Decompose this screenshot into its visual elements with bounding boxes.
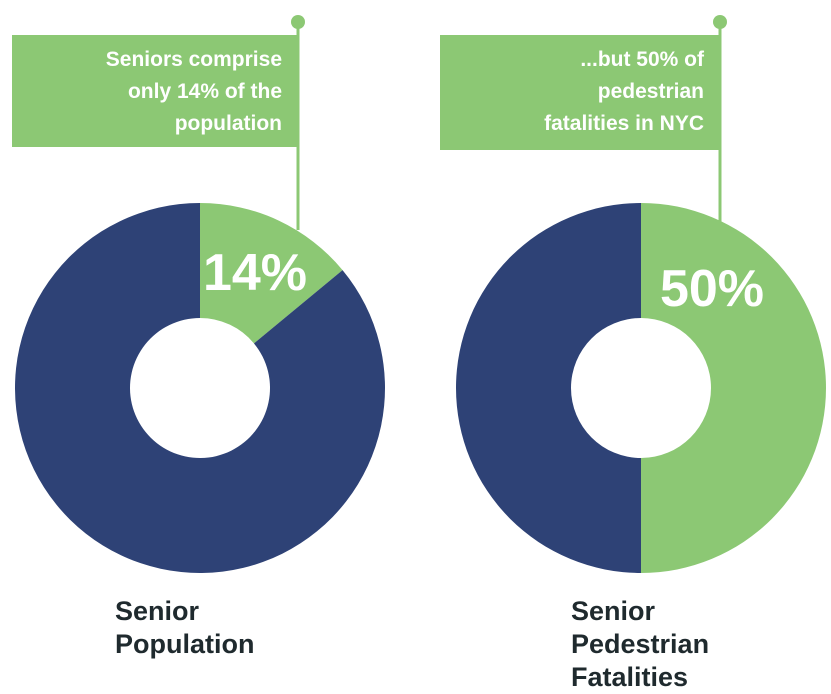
callout-flag: ...but 50% of pedestrian fatalities in N… <box>440 15 727 232</box>
chart-caption: Senior <box>571 596 656 626</box>
callout-line: population <box>175 112 282 135</box>
chart-caption: Pedestrian <box>571 629 709 659</box>
chart-caption: Fatalities <box>571 662 688 692</box>
callout-line: ...but 50% of <box>580 48 705 71</box>
chart-caption: Population <box>115 629 254 659</box>
slice-senior <box>200 203 343 344</box>
flag-pin <box>713 15 727 29</box>
chart-caption: Senior <box>115 596 200 626</box>
callout-flag: Seniors comprise only 14% of the populat… <box>12 15 305 230</box>
donut-slices <box>456 203 826 573</box>
callout-line: fatalities in NYC <box>544 112 704 135</box>
center-label: 50% <box>660 260 764 318</box>
slice-other <box>456 203 641 573</box>
flag-pin <box>291 15 305 29</box>
donut-slices <box>14 203 386 573</box>
center-label: 14% <box>203 244 307 302</box>
callout-line: Seniors comprise <box>106 48 282 71</box>
chart-senior-pedestrian-fatalities: ...but 50% of pedestrian fatalities in N… <box>440 15 826 692</box>
callout-line: pedestrian <box>598 80 704 103</box>
flag-banner <box>440 35 720 150</box>
chart-senior-population: Seniors comprise only 14% of the populat… <box>12 15 386 659</box>
flag-banner <box>12 35 298 147</box>
slice-senior <box>641 203 826 573</box>
slice-other <box>14 203 386 573</box>
callout-line: only 14% of the <box>128 80 282 103</box>
